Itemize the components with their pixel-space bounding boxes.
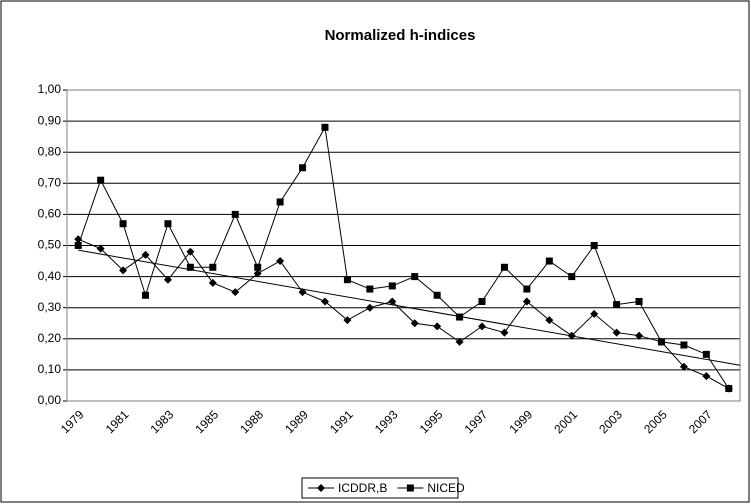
diamond-marker: [320, 297, 329, 306]
y-tick-label: 0,90: [38, 113, 62, 127]
y-tick-label: 0,60: [38, 207, 62, 221]
square-marker: [343, 276, 351, 284]
diamond-marker: [545, 316, 554, 325]
diamond-marker: [253, 269, 262, 278]
diamond-marker: [208, 278, 217, 287]
diamond-marker: [343, 316, 352, 325]
diamond-marker: [298, 288, 307, 297]
diamond-marker: [74, 235, 83, 244]
square-marker: [523, 285, 531, 293]
square-marker: [590, 242, 598, 249]
square-marker: [613, 301, 621, 309]
diamond-marker: [119, 266, 128, 275]
diamond-marker: [365, 303, 374, 312]
y-tick-label: 0,20: [38, 331, 62, 345]
square-marker: [186, 263, 194, 271]
square-marker: [142, 291, 150, 299]
y-tick-label: 1,00: [38, 82, 62, 96]
diamond-marker: [455, 337, 464, 346]
square-marker: [119, 220, 127, 228]
square-marker: [433, 291, 441, 299]
square-marker: [366, 285, 374, 293]
diamond-marker: [388, 297, 397, 306]
square-marker: [680, 341, 688, 349]
diamond-marker: [500, 328, 509, 337]
square-marker: [702, 350, 710, 358]
legend: ICDDR,B NICED: [301, 477, 465, 499]
square-marker: [74, 242, 82, 249]
square-marker: [254, 263, 262, 271]
square-marker: [299, 164, 307, 172]
diamond-marker: [433, 322, 442, 331]
diamond-marker: [96, 244, 105, 253]
trendline: [78, 249, 741, 366]
series-line: [78, 238, 730, 389]
diamond-marker: [478, 322, 487, 331]
square-marker: [725, 385, 733, 393]
square-marker: [164, 220, 172, 228]
legend-label: NICED: [427, 481, 465, 495]
diamond-marker: [163, 275, 172, 284]
y-tick-label: 0,10: [38, 362, 62, 376]
diamond-marker: [635, 331, 644, 340]
square-marker: [545, 257, 553, 265]
square-marker: [276, 198, 284, 206]
square-marker: [568, 273, 576, 281]
legend-label: ICDDR,B: [338, 481, 387, 495]
diamond-marker: [186, 247, 195, 256]
series-line: [77, 125, 730, 389]
square-marker: [657, 338, 665, 346]
diamond-marker: [231, 288, 240, 297]
diamond-marker: [612, 328, 621, 337]
chart-title: Normalized h-indices: [325, 27, 476, 44]
square-marker: [478, 297, 486, 305]
square-marker: [97, 176, 105, 184]
diamond-marker: [590, 309, 599, 318]
square-marker: [456, 313, 464, 321]
y-tick-label: 0,40: [38, 269, 62, 283]
y-tick-label: 0,00: [38, 393, 62, 407]
square-marker: [500, 263, 508, 271]
y-tick-label: 0,30: [38, 300, 62, 314]
square-marker: [388, 282, 396, 290]
diamond-marker: [679, 362, 688, 371]
diamond-marker: [702, 372, 711, 381]
y-tick-label: 0,50: [38, 238, 62, 252]
diamond-marker: [317, 484, 325, 492]
diamond-marker: [522, 297, 531, 306]
diamond-marker: [141, 250, 150, 259]
square-marker: [209, 263, 217, 271]
y-tick-label: 0,70: [38, 175, 62, 189]
square-marker: [635, 297, 643, 305]
diamond-marker: [276, 257, 285, 266]
square-marker: [321, 123, 329, 131]
square-marker: [411, 273, 419, 281]
legend-box: [301, 477, 459, 499]
diamond-marker: [410, 319, 419, 328]
plot-area: [66, 89, 741, 402]
y-tick-label: 0,80: [38, 144, 62, 158]
square-marker: [406, 484, 414, 492]
square-marker: [231, 210, 239, 218]
